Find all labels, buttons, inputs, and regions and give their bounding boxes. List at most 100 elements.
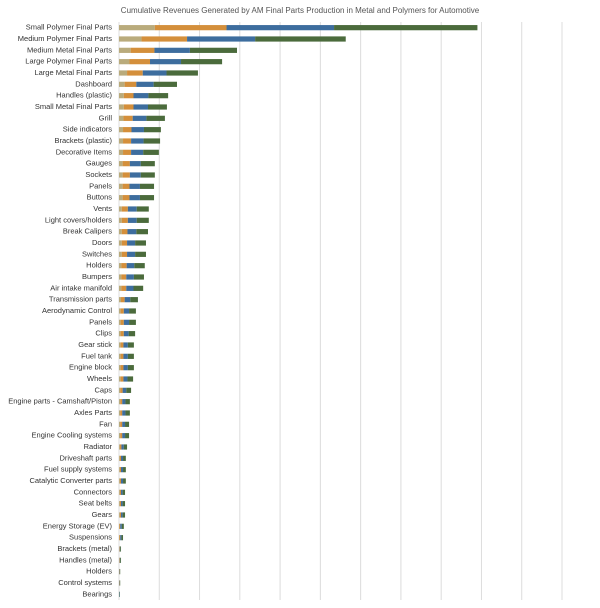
- y-tick-label: Doors: [92, 238, 112, 247]
- bar-segment: [122, 240, 127, 245]
- y-tick-label: Engine block: [69, 363, 112, 372]
- bar-segment: [122, 433, 125, 438]
- bar-segment: [124, 93, 134, 98]
- bar-segment: [148, 104, 167, 109]
- bar-segment: [119, 354, 121, 359]
- bar-segment: [122, 218, 128, 223]
- bar-segment: [120, 422, 122, 427]
- y-tick-label: Large Metal Final Parts: [34, 68, 112, 77]
- bar-segment: [141, 161, 155, 166]
- bar-segment: [129, 59, 150, 64]
- bar-segment: [119, 218, 122, 223]
- bar-segment: [134, 263, 144, 268]
- bar-segment: [123, 376, 127, 381]
- y-tick-label: Break Calipers: [63, 227, 112, 236]
- y-tick-label: Side indicators: [63, 125, 112, 134]
- bar-segment: [119, 308, 121, 313]
- bar-segment: [119, 365, 121, 370]
- y-tick-label: Decorative Items: [56, 147, 113, 156]
- bar-segment: [123, 512, 125, 517]
- bar-segment: [119, 286, 121, 291]
- bar-segment: [121, 342, 124, 347]
- bar-segment: [154, 82, 177, 87]
- bar-segment: [120, 456, 121, 461]
- bar-segment: [129, 331, 135, 336]
- bar-segment: [119, 263, 121, 268]
- bar-segment: [125, 399, 129, 404]
- bar-segment: [143, 150, 159, 155]
- bar-segment: [130, 297, 138, 302]
- bar-segment: [126, 388, 131, 393]
- bar-segment: [131, 150, 143, 155]
- bar-segment: [123, 161, 130, 166]
- y-tick-label: Fuel tank: [81, 351, 112, 360]
- bar-segment: [135, 240, 146, 245]
- y-tick-label: Engine Cooling systems: [32, 431, 113, 440]
- bar-segment: [120, 399, 122, 404]
- bar-segment: [155, 25, 227, 30]
- bar-segment: [119, 48, 131, 53]
- bar-segment: [125, 410, 129, 415]
- bar-segment: [121, 331, 124, 336]
- bar-segment: [119, 104, 124, 109]
- bar-segment: [131, 127, 143, 132]
- bar-segment: [121, 320, 124, 325]
- bar-segment: [119, 184, 123, 189]
- y-tick-label: Transmission parts: [49, 295, 112, 304]
- bar-segment: [120, 467, 121, 472]
- bar-segment: [119, 331, 121, 336]
- bar-segment: [130, 172, 141, 177]
- bar-segment: [119, 82, 125, 87]
- bar-segment: [141, 172, 155, 177]
- bar-segment: [142, 36, 188, 41]
- bar-segment: [133, 93, 148, 98]
- bar-segment: [131, 48, 155, 53]
- bar-segment: [125, 82, 137, 87]
- y-tick-label: Connectors: [74, 487, 113, 496]
- y-tick-label: Radiator: [84, 442, 113, 451]
- bar-segment: [128, 206, 137, 211]
- bar-segment: [140, 184, 154, 189]
- bar-segment: [119, 490, 120, 495]
- y-tick-label: Seat belts: [79, 499, 113, 508]
- bar-segment: [127, 252, 135, 257]
- bar-segment: [143, 70, 167, 75]
- bar-segment: [124, 104, 134, 109]
- bar-segment: [119, 422, 120, 427]
- bar-segment: [119, 410, 120, 415]
- bar-segment: [119, 399, 120, 404]
- bar-segment: [255, 36, 346, 41]
- y-tick-label: Handles (plastic): [56, 91, 112, 100]
- bar-segment: [121, 376, 124, 381]
- bar-segment: [123, 354, 127, 359]
- y-tick-label: Gear stick: [78, 340, 112, 349]
- y-tick-label: Medium Polymer Final Parts: [18, 34, 112, 43]
- bar-segment: [120, 501, 121, 506]
- bar-segment: [136, 229, 148, 234]
- bar-segment: [119, 195, 123, 200]
- bar-segment: [123, 127, 131, 132]
- bar-segment: [128, 218, 137, 223]
- y-tick-label: Air intake manifold: [50, 283, 112, 292]
- y-tick-label: Panels: [89, 181, 112, 190]
- y-tick-label: Medium Metal Final Parts: [27, 45, 112, 54]
- bar-segment: [119, 342, 121, 347]
- bar-segment: [119, 444, 120, 449]
- bar-segment: [187, 36, 255, 41]
- bar-segment: [127, 263, 135, 268]
- bar-segment: [122, 422, 125, 427]
- bar-segment: [119, 70, 127, 75]
- bar-segment: [119, 433, 120, 438]
- bar-segment: [146, 116, 165, 121]
- bar-segment: [133, 104, 147, 109]
- bar-segment: [121, 297, 125, 302]
- bar-segment: [128, 354, 134, 359]
- bar-segment: [129, 308, 136, 313]
- bar-segment: [119, 240, 122, 245]
- y-tick-label: Grill: [99, 113, 113, 122]
- y-tick-label: Engine parts - Camshaft/Piston: [8, 397, 112, 406]
- bar-segment: [120, 388, 122, 393]
- bar-segment: [120, 558, 121, 563]
- bar-segment: [121, 274, 126, 279]
- bar-segment: [119, 501, 120, 506]
